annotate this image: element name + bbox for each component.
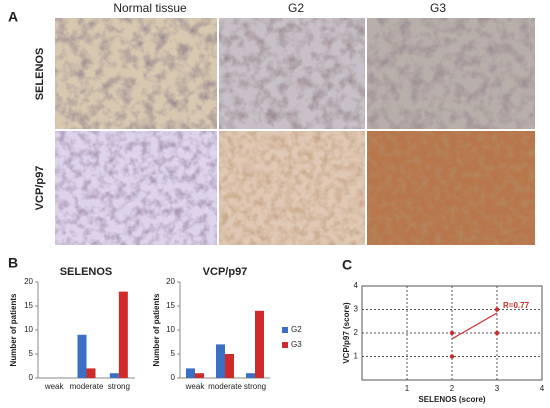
x-tick-label: 2 [450,384,455,393]
bar [246,373,255,378]
bar [216,344,225,378]
y-tick-label: 5 [171,349,176,358]
panel-label: C [342,257,352,273]
chart-title: VCP/p97 [203,266,248,278]
y-tick-label: 0 [29,373,34,382]
y-tick-label: 15 [166,301,175,310]
y-tick-label: 20 [24,277,33,286]
bar [195,373,204,378]
y-tick-label: 1 [354,352,359,361]
y-tick-label: 4 [354,281,359,290]
data-point [494,307,500,312]
bar [255,310,264,378]
bar [86,368,96,378]
y-tick-label: 2 [354,328,359,337]
legend-label: G3 [291,340,302,349]
chart-title: SELENOS [60,266,113,278]
panel-label: A [8,9,18,25]
data-point [494,330,500,336]
x-tick-label: moderate [70,382,104,391]
bar [118,291,128,378]
x-tick-label: 1 [405,384,410,393]
panel-a-images [55,18,535,245]
legend-swatch [282,327,288,333]
y-tick-label: 0 [171,373,176,382]
y-tick-label: 15 [24,301,33,310]
y-tick-label: 3 [354,305,359,314]
y-tick-label: 10 [24,325,33,334]
x-tick-label: strong [108,382,130,391]
trend-line [451,312,498,340]
column-header: Normal tissue [113,1,187,15]
row-label: VCP/p97 [34,166,46,211]
y-axis-title: VCP/p97 (score) [342,302,351,364]
x-tick-label: 3 [495,384,500,393]
y-tick-label: 5 [29,349,34,358]
x-tick-label: weak [185,382,206,391]
bar [109,373,119,378]
legend-label: G2 [291,325,302,334]
micrograph-texture [367,131,535,245]
y-axis-title: Number of patients [9,293,18,366]
y-tick-label: 10 [166,325,175,334]
y-axis-title: Number of patients [152,293,161,366]
bar [186,368,195,378]
column-header: G3 [430,1,446,15]
annotation: R=0.77 [503,301,530,310]
micrograph-texture [219,18,365,129]
bar [77,334,87,378]
micrograph-texture [55,131,217,245]
micrograph-texture [55,18,217,129]
row-label: SELENOS [34,48,46,101]
x-axis-title: SELENOS (score) [418,395,485,404]
panel-label: B [8,255,18,271]
data-point [449,330,455,336]
x-tick-label: 4 [540,384,545,393]
x-tick-label: weak [44,382,65,391]
x-tick-label: moderate [208,382,242,391]
legend-swatch [282,342,288,348]
x-tick-label: strong [244,382,266,391]
micrograph-texture [219,131,365,245]
bar [225,354,234,378]
micrograph-texture [367,18,535,129]
column-header: G2 [288,1,304,15]
y-tick-label: 20 [166,277,175,286]
data-point [449,354,455,359]
